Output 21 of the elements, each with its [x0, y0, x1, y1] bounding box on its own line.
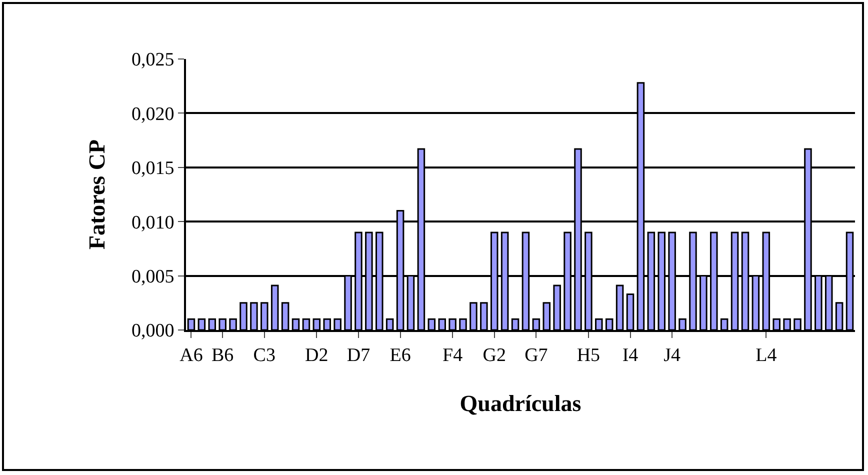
y-tick-label: 0,005	[131, 266, 174, 288]
y-tick-label: 0,000	[131, 320, 174, 342]
x-tick-label: L4	[756, 344, 778, 366]
y-tick-label: 0,015	[131, 158, 174, 180]
x-tick-label: H5	[576, 344, 600, 366]
x-tick-label: J4	[664, 344, 682, 366]
x-axis-title: Quadrículas	[460, 390, 582, 416]
x-tick-label: B6	[211, 344, 234, 366]
y-tick-label: 0,025	[131, 50, 174, 71]
x-tick-label: G7	[524, 344, 548, 366]
x-tick-label: A6	[180, 344, 203, 366]
x-tick-label: I4	[622, 344, 639, 366]
x-tick-label: D7	[346, 344, 370, 366]
x-tick-label: F4	[442, 344, 464, 366]
y-tick-label: 0,020	[131, 104, 174, 125]
x-tick-label: G2	[482, 344, 506, 366]
x-tick-label: E6	[390, 344, 411, 366]
y-axis-title: Fatores CP	[84, 139, 110, 250]
x-tick-label: D2	[305, 344, 328, 366]
x-tick-label: C3	[253, 344, 276, 366]
y-tick-label: 0,010	[131, 212, 174, 234]
